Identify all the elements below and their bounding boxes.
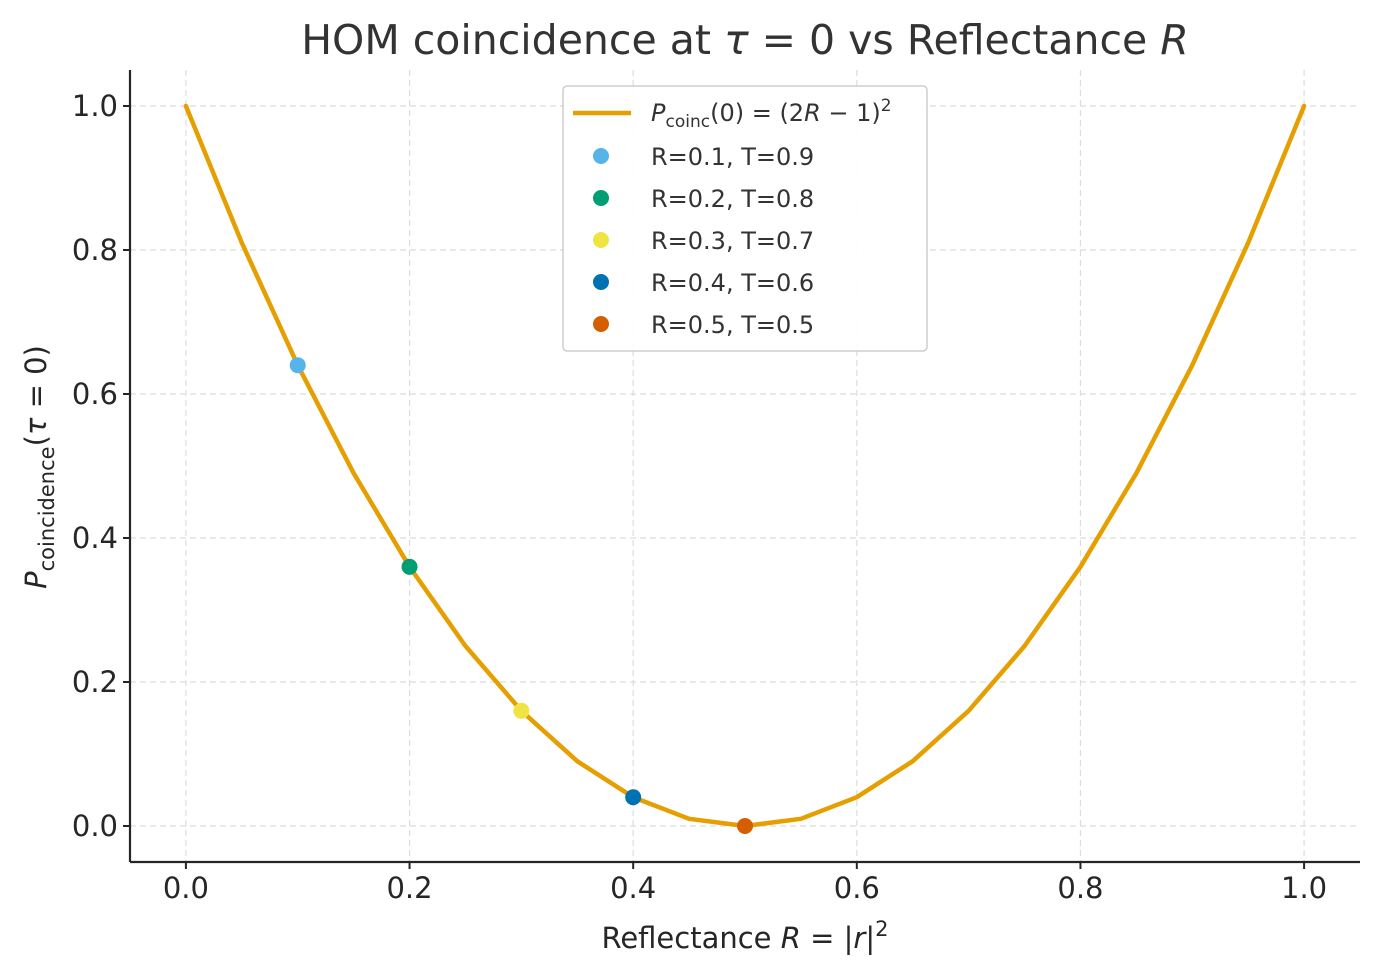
y-tick-label: 0.8 <box>72 233 118 267</box>
legend-label: Pcoinc(0) = (2R − 1)2 <box>651 96 892 132</box>
legend-label: R=0.5, T=0.5 <box>651 311 814 339</box>
x-tick-label: 0.2 <box>386 871 432 905</box>
y-tick-label: 0.0 <box>72 809 118 843</box>
legend-label: R=0.2, T=0.8 <box>651 185 814 213</box>
legend-swatch-point <box>593 232 609 248</box>
legend-box <box>562 85 928 352</box>
legend: Pcoinc(0) = (2R − 1)2 R=0.1, T=0.9 R=0.2, … <box>562 85 928 352</box>
x-axis-label: Reflectance R = |r|2 <box>601 917 888 955</box>
x-tick-label: 0.6 <box>834 871 880 905</box>
y-axis-label: Pcoincidence(τ = 0) <box>19 345 59 589</box>
x-tick-label: 0.8 <box>1057 871 1103 905</box>
y-tick-label: 0.2 <box>72 665 118 699</box>
legend-swatch-point <box>593 190 609 206</box>
data-point <box>737 818 753 834</box>
legend-swatch-point <box>593 316 609 332</box>
chart-title: HOM coincidence at τ = 0 vs Reflectance … <box>301 16 1189 64</box>
legend-swatch-point <box>593 274 609 290</box>
y-tick-label: 1.0 <box>72 89 118 123</box>
axes: 0.0 0.2 0.4 0.6 0.8 1.0 0.0 0.2 0.4 0.6 0.8 1.0 <box>72 70 1360 905</box>
legend-label: R=0.3, T=0.7 <box>651 227 814 255</box>
y-tick-label: 0.6 <box>72 377 118 411</box>
y-tick-label: 0.4 <box>72 521 118 555</box>
legend-label: R=0.1, T=0.9 <box>651 143 814 171</box>
legend-label: R=0.4, T=0.6 <box>651 269 814 297</box>
data-point <box>289 357 306 374</box>
data-point <box>625 789 642 806</box>
x-tick-label: 1.0 <box>1281 871 1327 905</box>
legend-swatch-point <box>593 148 609 164</box>
data-point <box>401 558 418 575</box>
plot-area <box>183 103 1307 834</box>
x-tick-label: 0.4 <box>610 871 656 905</box>
x-tick-label: 0.0 <box>163 871 209 905</box>
data-point <box>513 702 530 719</box>
